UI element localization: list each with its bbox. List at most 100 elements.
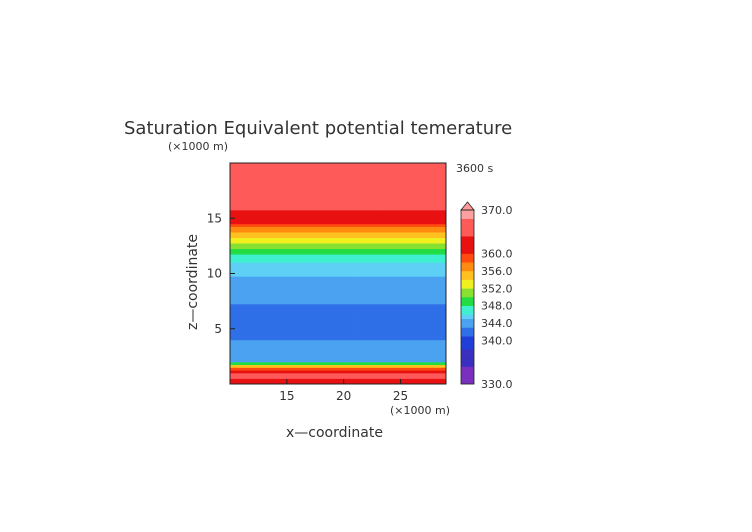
heatmap-cell: [389, 237, 401, 241]
heatmap-cell: [411, 378, 424, 382]
heatmap-cell: [252, 265, 265, 269]
heatmap-cell: [320, 256, 333, 261]
heatmap-cell: [377, 301, 390, 305]
heatmap-cell: [252, 295, 265, 299]
heatmap-cell: [275, 372, 288, 377]
heatmap-cell: [241, 345, 254, 349]
heatmap-cell: [434, 284, 447, 288]
heatmap-cell: [241, 339, 254, 343]
heatmap-cell: [230, 207, 242, 211]
heatmap-cell: [298, 229, 310, 233]
heatmap-cell: [434, 320, 447, 324]
heatmap-cell: [366, 276, 379, 280]
heatmap-cell: [298, 279, 310, 283]
heatmap-cell: [275, 207, 288, 211]
heatmap-cell: [252, 298, 265, 302]
heatmap-cell: [264, 232, 276, 236]
heatmap-cell: [241, 229, 254, 233]
heatmap-cell: [423, 223, 436, 227]
heatmap-cell: [355, 348, 367, 352]
y-axis-label: z—coordinate: [185, 234, 201, 330]
heatmap-cell: [298, 273, 310, 277]
heatmap-cell: [332, 256, 345, 261]
heatmap-cell: [298, 232, 310, 236]
heatmap-cell: [275, 212, 288, 216]
heatmap-cell: [377, 359, 390, 363]
heatmap-cell: [264, 215, 276, 219]
heatmap-cell: [434, 248, 447, 252]
heatmap-cell: [343, 339, 356, 343]
heatmap-cell: [275, 337, 288, 341]
colorbar-segment: [461, 214, 474, 219]
heatmap-cell: [377, 171, 390, 175]
heatmap-cell: [252, 328, 265, 332]
heatmap-cell: [423, 212, 436, 216]
heatmap-cell: [377, 372, 390, 377]
heatmap-cell: [377, 361, 390, 366]
heatmap-cell: [264, 359, 276, 363]
heatmap-cell: [309, 345, 322, 349]
heatmap-cell: [377, 259, 390, 263]
heatmap-cell: [241, 276, 254, 280]
heatmap-cell: [298, 292, 310, 296]
heatmap-cell: [377, 342, 390, 346]
heatmap-cell: [366, 262, 379, 266]
heatmap-cell: [400, 182, 413, 186]
heatmap-cell: [320, 174, 333, 178]
heatmap-cell: [343, 226, 356, 230]
heatmap-cell: [355, 229, 367, 233]
colorbar-segment: [461, 262, 474, 267]
heatmap-cell: [275, 267, 288, 272]
heatmap-cell: [423, 171, 436, 175]
heatmap-cell: [241, 375, 254, 379]
heatmap-cell: [434, 281, 447, 285]
heatmap-cell: [389, 292, 401, 296]
heatmap-cell: [343, 295, 356, 299]
heatmap-cell: [230, 378, 242, 382]
heatmap-cell: [389, 276, 401, 280]
heatmap-cell: [332, 309, 345, 313]
heatmap-cell: [377, 364, 390, 368]
heatmap-cell: [275, 196, 288, 200]
heatmap-cell: [400, 204, 413, 208]
heatmap-cell: [411, 165, 424, 169]
heatmap-cell: [400, 270, 413, 274]
heatmap-cell: [320, 378, 333, 382]
heatmap-cell: [264, 350, 276, 355]
heatmap-cell: [230, 314, 242, 319]
heatmap-cell: [377, 256, 390, 261]
heatmap-cell: [252, 223, 265, 227]
heatmap-cell: [343, 218, 356, 222]
heatmap-cell: [411, 240, 424, 244]
heatmap-cell: [389, 378, 401, 382]
heatmap-cell: [411, 218, 424, 222]
heatmap-cell: [343, 372, 356, 377]
heatmap-cell: [400, 201, 413, 205]
heatmap-cell: [366, 334, 379, 338]
heatmap-cell: [377, 267, 390, 272]
heatmap-cell: [377, 345, 390, 349]
heatmap-cell: [252, 317, 265, 321]
heatmap-cell: [332, 378, 345, 382]
heatmap-cell: [264, 163, 276, 167]
heatmap-cell: [434, 306, 447, 310]
heatmap-cell: [411, 281, 424, 285]
heatmap-cell: [411, 292, 424, 296]
heatmap-cell: [411, 237, 424, 241]
heatmap-cell: [423, 185, 436, 189]
heatmap-cell: [377, 287, 390, 291]
heatmap-cell: [434, 218, 447, 222]
heatmap-cell: [389, 290, 401, 294]
heatmap-cell: [355, 190, 367, 194]
heatmap-cell: [400, 240, 413, 244]
heatmap-cell: [355, 312, 367, 316]
heatmap-cell: [343, 334, 356, 338]
heatmap-cell: [377, 295, 390, 299]
heatmap-cell: [423, 204, 436, 208]
heatmap-cell: [343, 190, 356, 194]
heatmap-cell: [286, 356, 299, 360]
heatmap-cell: [366, 163, 379, 167]
heatmap-cell: [264, 185, 276, 189]
heatmap-cell: [366, 359, 379, 363]
heatmap-cell: [377, 350, 390, 355]
